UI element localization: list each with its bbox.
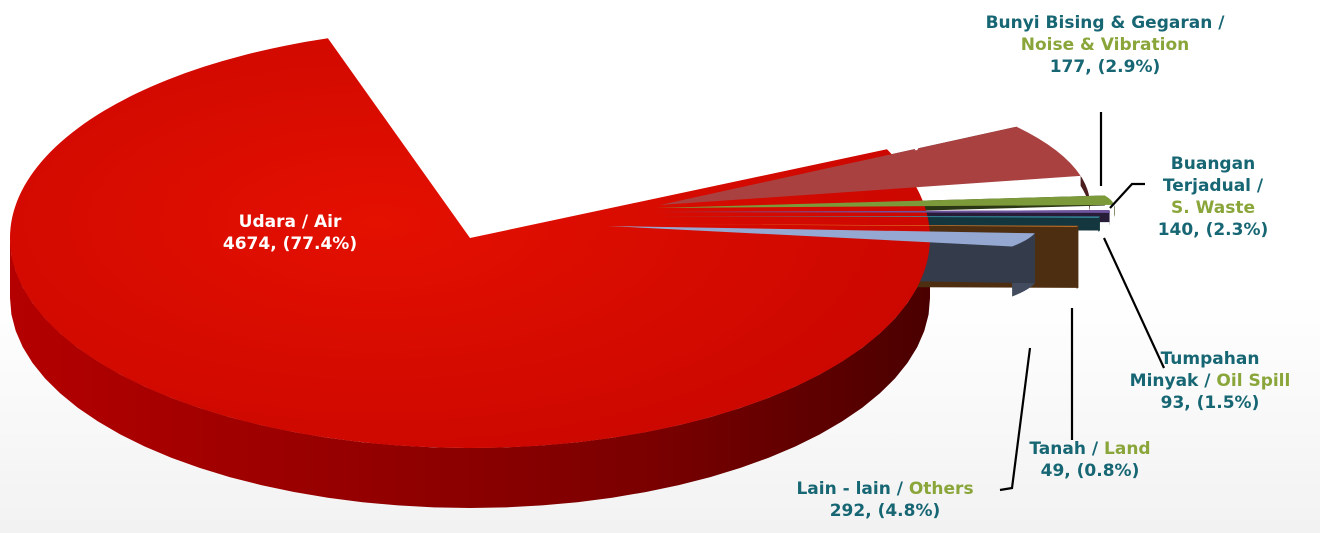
slice-oil-spill: [655, 216, 1100, 218]
slice-label-oil: Tumpahan Minyak / Oil Spill 93, (1.5%): [1129, 349, 1291, 413]
slice-side-2: [1114, 204, 1115, 218]
slice-label-noise: Bunyi Bising & Gegaran / Noise & Vibrati…: [985, 13, 1225, 77]
slice-s-waste: [655, 210, 1110, 213]
slice-land: [630, 224, 1079, 227]
slice-label-udara: Udara / Air 4674, (77.4%): [222, 212, 358, 254]
leader-line-others: [999, 347, 1032, 492]
slice-noise-vibration: [655, 195, 1115, 208]
slice-others: [608, 226, 1035, 247]
slice-side-0: [10, 238, 930, 508]
slice-label-others: Lain - lain / Others 292, (4.8%): [796, 479, 974, 521]
leader-line-oil: [1103, 237, 1165, 369]
slice-label-water: Air / Water 614, (10.2%): [798, 111, 922, 153]
slice-label-land: Tanah / Land 49, (0.8%): [1029, 439, 1151, 481]
leader-line-waste: [1109, 182, 1145, 209]
slice-water: [660, 126, 1081, 205]
slice-label-waste: Buangan Terjadual / S. Waste 140, (2.3%): [1157, 154, 1269, 240]
slice-side-1: [1080, 175, 1090, 215]
slice-air: [9, 38, 930, 449]
